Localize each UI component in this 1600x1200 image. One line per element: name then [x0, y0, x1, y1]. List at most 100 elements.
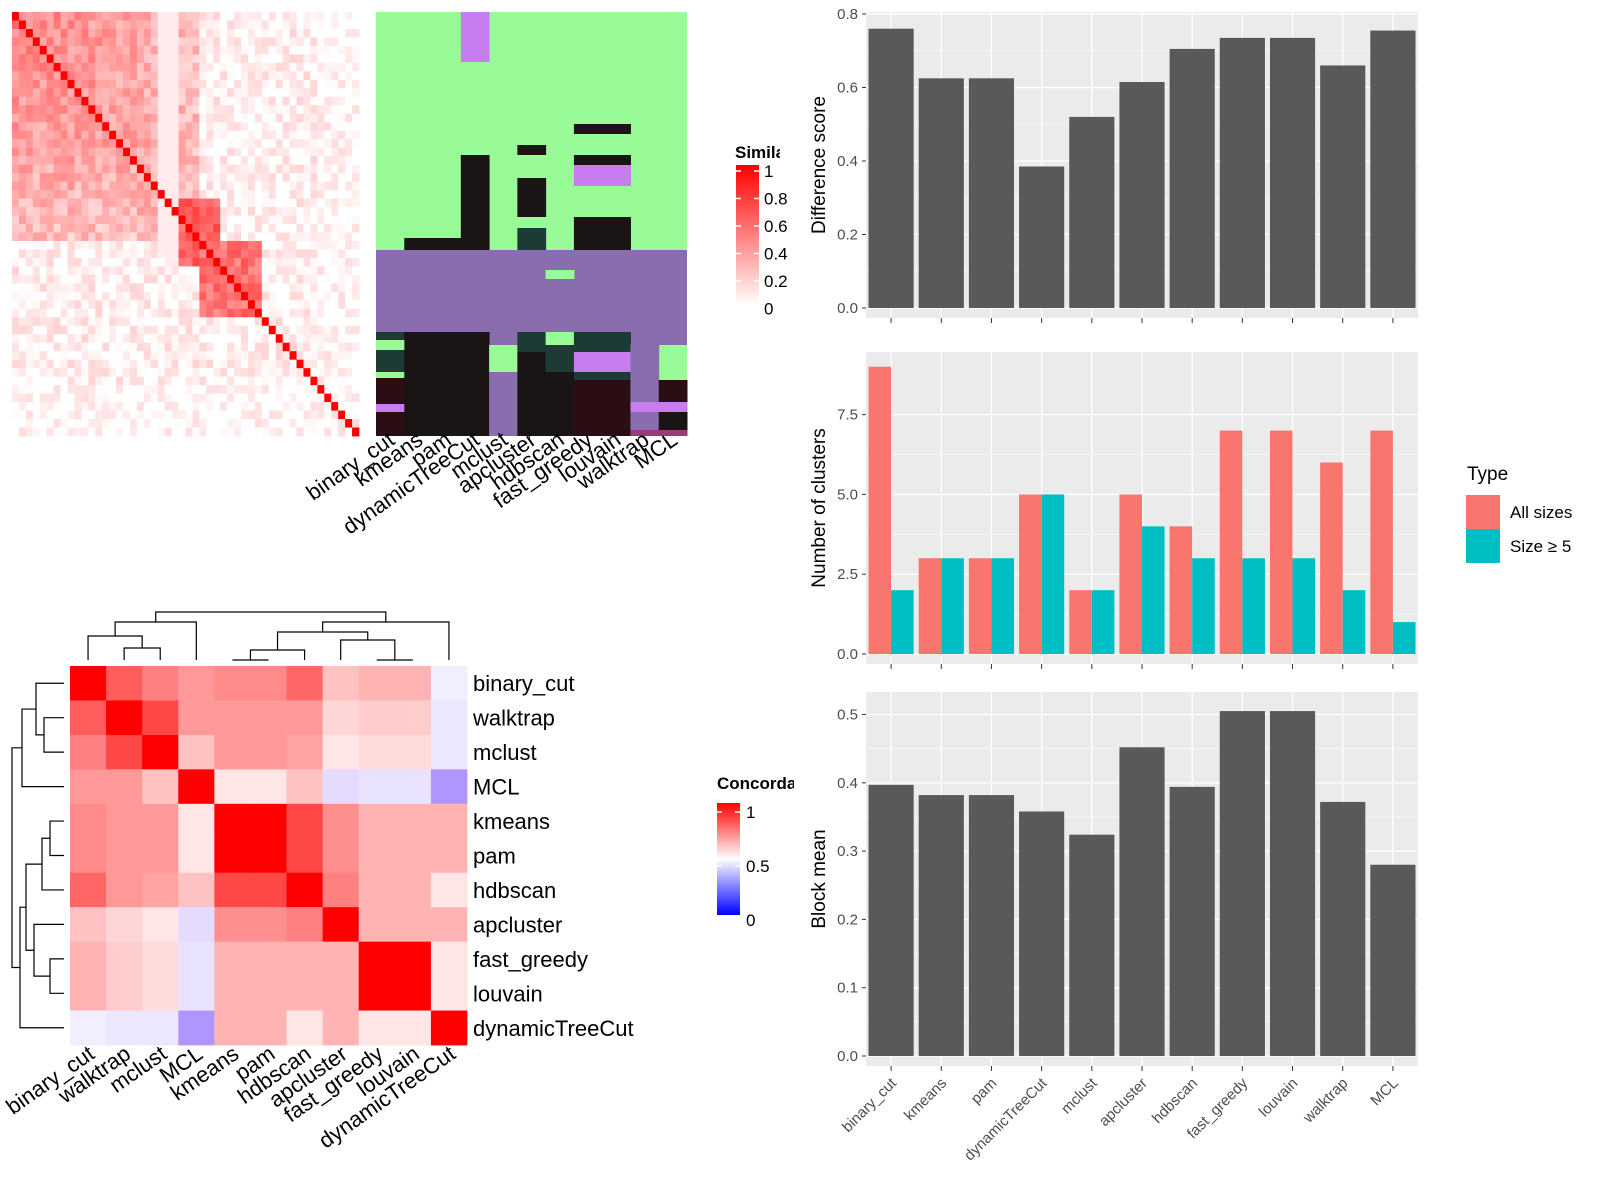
similarity-cell [46, 190, 55, 199]
similarity-cell [247, 198, 256, 208]
concordance-cell [70, 907, 107, 943]
similarity-cell [199, 317, 207, 327]
similarity-cell [25, 274, 34, 284]
similarity-cell [268, 198, 277, 208]
similarity-cell [157, 28, 166, 38]
similarity-cell [192, 181, 200, 191]
similarity-cell [275, 198, 284, 208]
similarity-cell [275, 224, 284, 233]
similarity-cell [102, 266, 110, 276]
similarity-cell [129, 300, 138, 310]
similarity-cell [143, 317, 152, 327]
similarity-cell [12, 325, 20, 335]
similarity-cell [310, 232, 318, 242]
similarity-cell [60, 300, 68, 310]
similarity-cell [213, 393, 221, 403]
similarity-cell [32, 20, 41, 30]
similarity-cell [310, 325, 318, 335]
similarity-cell [12, 257, 20, 267]
similarity-cell [352, 198, 360, 208]
similarity-cell [171, 190, 179, 199]
similarity-cell [25, 393, 34, 403]
similarity-cell [296, 308, 304, 318]
similarity-cell [317, 122, 325, 132]
similarity-cell [129, 325, 138, 335]
legend-title-mask [780, 138, 820, 168]
similarity-cell [227, 317, 235, 327]
similarity-cell [171, 54, 179, 64]
similarity-cell [324, 164, 332, 174]
similarity-cell [268, 240, 277, 250]
similarity-cell [39, 96, 48, 106]
similarity-cell [88, 317, 96, 327]
similarity-cell [32, 351, 41, 361]
similarity-cell [81, 393, 89, 403]
similarity-cell [296, 232, 304, 242]
similarity-cell [338, 156, 346, 166]
similarity-cell [136, 334, 145, 344]
similarity-cell [338, 88, 346, 98]
similarity-cell [352, 334, 360, 344]
similarity-cell [261, 181, 270, 191]
similarity-cell [67, 45, 75, 55]
bar-size-ge5 [1342, 590, 1366, 654]
assignment-segment [376, 378, 405, 404]
similarity-cell [199, 139, 207, 149]
similarity-cell [164, 359, 173, 369]
similarity-cell [12, 147, 20, 157]
similarity-cell [234, 105, 242, 115]
similarity-cell [74, 156, 82, 166]
similarity-cell [227, 410, 235, 420]
similarity-cell [338, 308, 346, 318]
similarity-cell [345, 334, 353, 344]
similarity-cell [247, 249, 256, 259]
concordance-cell [394, 1010, 432, 1046]
similarity-cell [171, 62, 179, 72]
similarity-cell [88, 300, 96, 310]
similarity-cell [136, 37, 145, 47]
top-dendrogram [87, 611, 450, 661]
similarity-cell [247, 62, 256, 72]
similarity-cell [18, 393, 27, 403]
similarity-cell [60, 325, 68, 335]
similarity-cell [150, 12, 159, 21]
dendrogram-link [43, 717, 64, 753]
similarity-cell [88, 376, 96, 386]
similarity-cell [296, 147, 304, 157]
similarity-cell [289, 240, 297, 250]
similarity-cell [213, 28, 221, 38]
similarity-cell [324, 20, 332, 30]
similarity-cell [345, 122, 353, 132]
similarity-cell [275, 54, 284, 64]
similarity-cell [185, 342, 193, 352]
similarity-cell [39, 20, 48, 30]
similarity-cell [102, 317, 110, 327]
similarity-cell [352, 274, 360, 284]
similarity-cell [157, 105, 166, 115]
similarity-cell [227, 291, 235, 301]
similarity-cell [32, 156, 41, 166]
similarity-cell [150, 325, 159, 335]
similarity-cell [109, 198, 117, 208]
similarity-cell [116, 45, 124, 55]
similarity-cell [338, 113, 346, 123]
similarity-cell [303, 54, 311, 64]
similarity-cell [331, 291, 339, 301]
similarity-cell [143, 105, 152, 115]
similarity-cell [171, 96, 179, 106]
concordance-cell [178, 700, 215, 736]
similarity-cell [206, 410, 214, 420]
similarity-cell [109, 215, 117, 225]
similarity-cell [129, 419, 138, 428]
similarity-cell [109, 12, 117, 21]
similarity-cell [88, 325, 96, 335]
similarity-cell [268, 190, 277, 199]
similarity-cell [171, 257, 179, 267]
similarity-cell [317, 156, 325, 166]
similarity-cell [213, 368, 221, 378]
similarity-cell [102, 147, 110, 157]
similarity-cell [206, 207, 214, 216]
similarity-cell [74, 402, 82, 411]
similarity-cell [102, 96, 110, 106]
similarity-cell [46, 317, 55, 327]
